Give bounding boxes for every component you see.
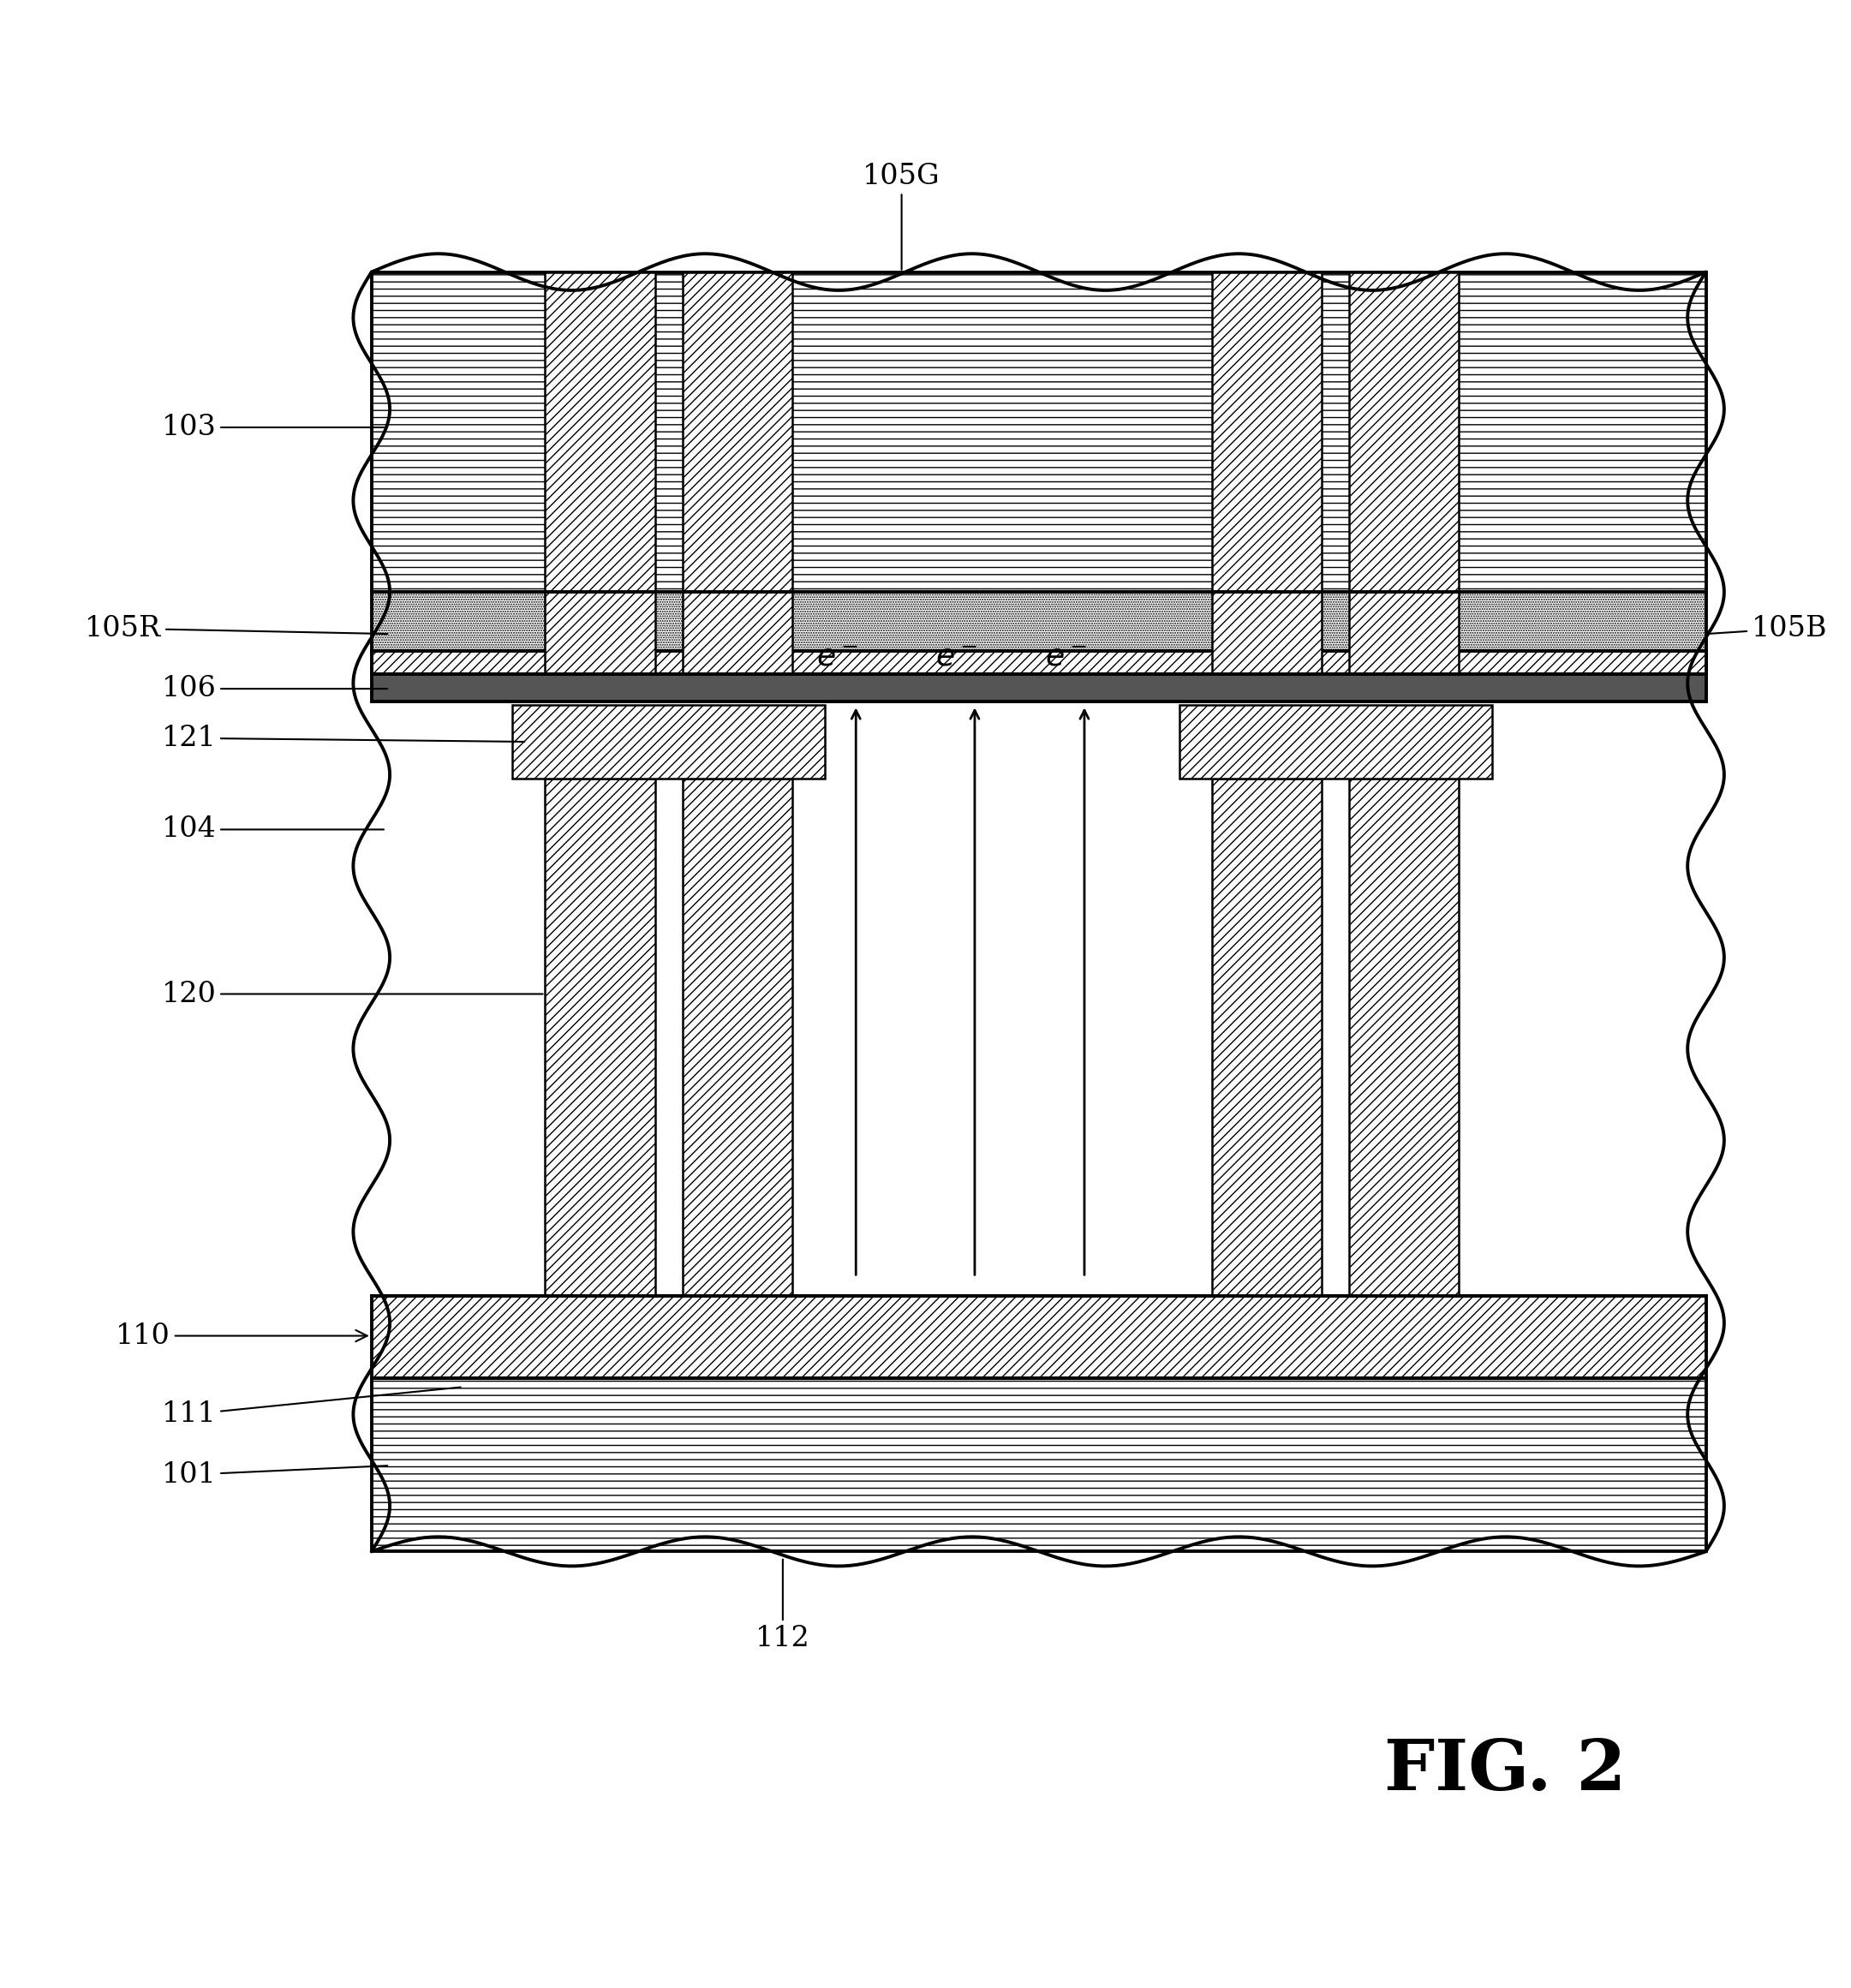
Bar [683, 779, 792, 1296]
Bar [1349, 272, 1459, 592]
Bar [1212, 272, 1322, 592]
Bar [372, 652, 1707, 674]
Text: 105G: 105G [863, 163, 940, 270]
Text: $e^-$: $e^-$ [1046, 644, 1087, 672]
Bar [1349, 779, 1459, 1296]
Bar [1212, 779, 1322, 1296]
Bar [546, 272, 655, 592]
Bar [1349, 592, 1459, 674]
Bar [372, 1296, 1707, 1378]
Text: 105B: 105B [1708, 614, 1827, 642]
Text: 112: 112 [755, 1559, 811, 1652]
Bar [1179, 706, 1492, 779]
Bar [513, 706, 826, 779]
Text: 103: 103 [161, 414, 383, 441]
Bar [372, 674, 1707, 702]
Text: 111: 111 [161, 1388, 461, 1427]
Bar [683, 592, 792, 674]
Text: 104: 104 [161, 815, 383, 843]
Text: 105R: 105R [85, 614, 387, 642]
Text: 101: 101 [161, 1461, 387, 1489]
Bar [372, 592, 1707, 674]
Bar [683, 272, 792, 592]
Bar [1212, 592, 1322, 674]
Bar [372, 272, 1707, 592]
Text: $e^-$: $e^-$ [816, 644, 859, 672]
Bar [546, 592, 655, 674]
Bar [372, 1378, 1707, 1551]
Bar [546, 779, 655, 1296]
Text: 106: 106 [161, 676, 387, 702]
Text: $e^-$: $e^-$ [935, 644, 977, 672]
Text: FIG. 2: FIG. 2 [1385, 1738, 1625, 1805]
Text: 120: 120 [161, 980, 542, 1008]
Text: 121: 121 [161, 724, 524, 751]
Text: 110: 110 [117, 1322, 366, 1350]
